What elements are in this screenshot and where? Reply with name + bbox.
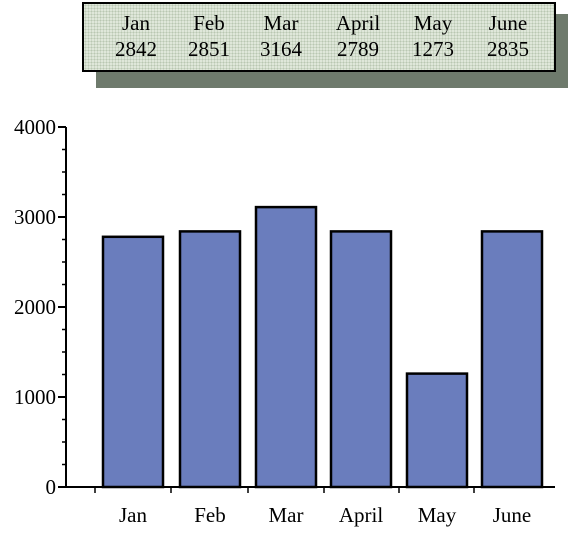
x-tick-label: Mar (269, 503, 304, 527)
bar (256, 207, 316, 487)
bar (482, 231, 542, 487)
x-tick-label: Feb (194, 503, 226, 527)
x-tick-label: June (493, 503, 532, 527)
y-tick-label: 3000 (14, 205, 56, 229)
bar (407, 374, 467, 487)
bar (331, 231, 391, 487)
y-tick-label: 4000 (14, 115, 56, 139)
bar (180, 231, 240, 487)
x-tick-label: May (418, 503, 457, 527)
y-tick-label: 1000 (14, 385, 56, 409)
y-tick-label: 0 (46, 475, 57, 499)
y-tick-label: 2000 (14, 295, 56, 319)
bar-series (103, 207, 542, 487)
bar (103, 237, 163, 487)
x-tick-label: Jan (119, 503, 147, 527)
x-tick-label: April (339, 503, 383, 527)
